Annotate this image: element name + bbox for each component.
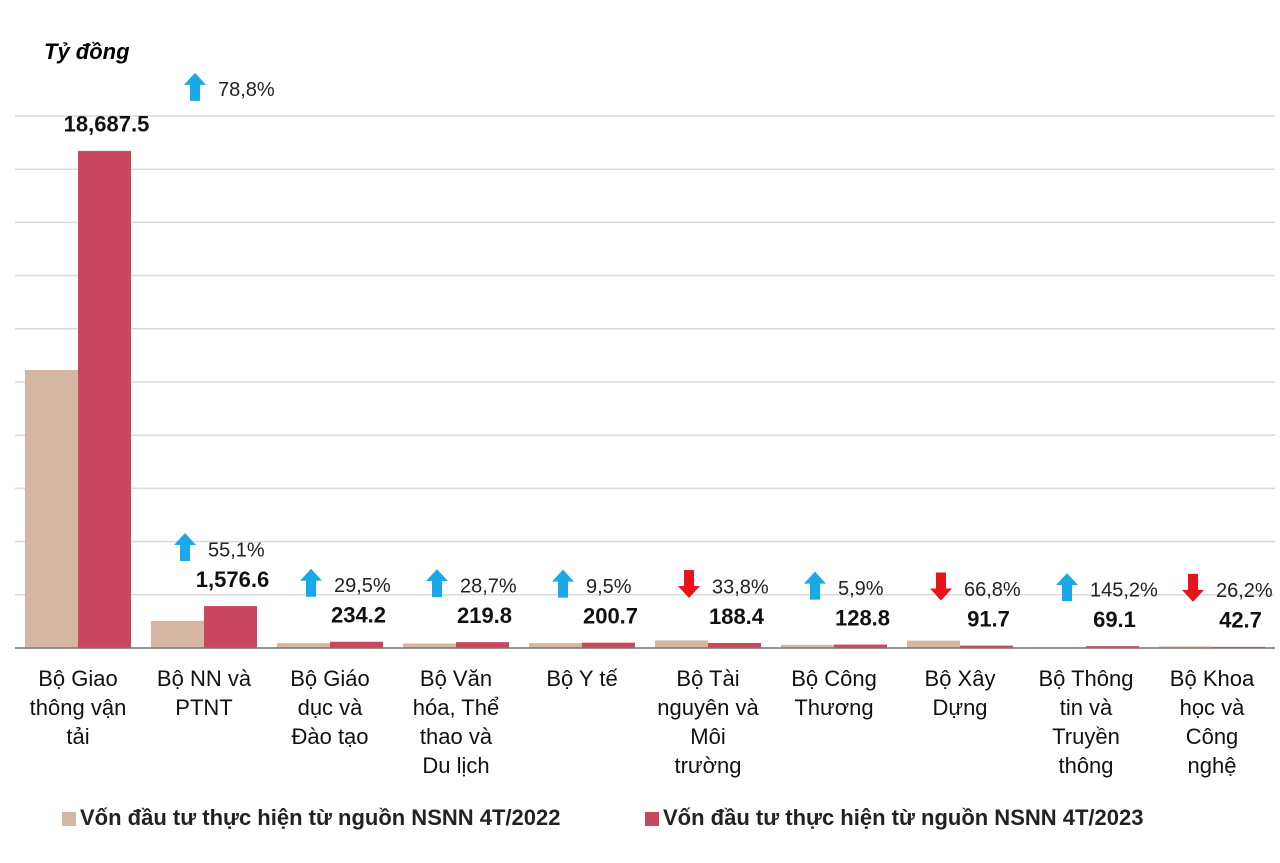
change-arrow: [174, 533, 196, 562]
bar: [204, 606, 257, 648]
bar: [655, 640, 708, 648]
change-arrow: [552, 569, 574, 598]
x-tick-label: Bộ Xây Dựng: [924, 666, 996, 720]
bar: [403, 643, 456, 648]
change-label: 145,2%: [1090, 579, 1158, 601]
change-label: 78,8%: [218, 79, 275, 101]
value-label: 200.7: [583, 603, 638, 628]
legend-label: Vốn đầu tư thực hiện từ nguồn NSNN 4T/20…: [80, 805, 561, 830]
value-label: 234.2: [331, 603, 386, 628]
change-label: 9,5%: [586, 576, 632, 598]
x-tick-label: Bộ Giao thông vận tải: [29, 666, 127, 749]
change-label: 26,2%: [1216, 580, 1273, 602]
change-label: 33,8%: [712, 576, 769, 598]
bar: [456, 642, 509, 648]
value-label: 91.7: [967, 606, 1010, 631]
x-tick-label: Bộ Tài nguyên và Môi trường: [657, 666, 759, 778]
bar: [151, 620, 204, 648]
x-tick-label: Bộ NN và PTNT: [156, 666, 252, 720]
value-label: 1,576.6: [196, 567, 269, 592]
change-arrow: [804, 571, 826, 600]
value-label: 219.8: [457, 603, 512, 628]
bar: [277, 643, 330, 648]
change-arrow: [930, 572, 952, 601]
value-label: 188.4: [709, 604, 765, 629]
x-tick-label: Bộ Văn hóa, Thể thao và Du lịch: [412, 666, 500, 778]
x-tick-label: Bộ Giáo dục và Đào tạo: [290, 666, 370, 749]
bar: [330, 641, 383, 648]
bar: [78, 150, 131, 648]
y-axis-label: Tỷ đồng: [44, 39, 130, 64]
change-label: 29,5%: [334, 575, 391, 597]
value-label: 69.1: [1093, 607, 1136, 632]
bar: [708, 642, 761, 648]
bar: [529, 643, 582, 648]
change-label: 5,9%: [838, 578, 884, 600]
value-label: 42.7: [1219, 608, 1262, 633]
change-arrow: [678, 569, 700, 598]
change-arrow: [1056, 573, 1078, 602]
bar: [25, 370, 78, 648]
x-tick-label: Bộ Thông tin và Truyền thông: [1038, 666, 1134, 778]
bar: [781, 644, 834, 648]
bar: [1159, 646, 1212, 648]
change-arrow: [300, 568, 322, 597]
value-label: 18,687.5: [64, 112, 150, 137]
x-tick-label: Bộ Y tế: [546, 666, 618, 691]
change-label: 55,1%: [208, 539, 265, 561]
x-tick-label: Bộ Khoa học và Công nghệ: [1169, 666, 1255, 778]
bar: [1086, 646, 1139, 648]
legend-swatch: [62, 812, 76, 826]
legend-label: Vốn đầu tư thực hiện từ nguồn NSNN 4T/20…: [663, 805, 1144, 830]
change-label: 28,7%: [460, 575, 517, 597]
change-arrow: [426, 569, 448, 598]
value-label: 128.8: [835, 605, 890, 630]
legend-swatch: [645, 812, 659, 826]
x-tick-label: Bộ Công Thương: [791, 666, 877, 720]
change-arrow: [184, 72, 206, 101]
bar: [907, 640, 960, 648]
change-arrow: [1182, 573, 1204, 602]
bar: [834, 644, 887, 648]
change-label: 66,8%: [964, 579, 1021, 601]
bar: [582, 642, 635, 648]
bar: [960, 645, 1013, 648]
